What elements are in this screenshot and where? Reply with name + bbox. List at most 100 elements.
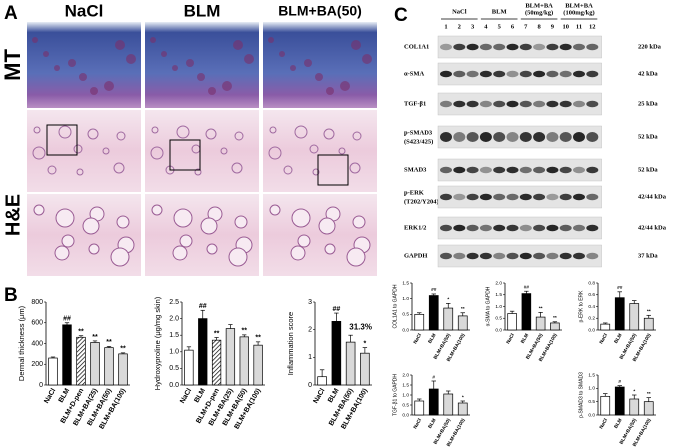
follicle [312, 168, 320, 176]
band [533, 70, 546, 78]
follicle [116, 131, 126, 141]
group-label: BLM+BA [525, 2, 553, 9]
y-tick-label: 2.0 [402, 372, 409, 378]
blot-row-label: (S423/425) [404, 138, 433, 145]
band [533, 100, 546, 108]
bar [629, 303, 640, 331]
blot-size-label: 42 kDa [638, 70, 658, 77]
cell [340, 81, 350, 91]
bar [225, 328, 236, 386]
bar [414, 400, 425, 416]
bar [521, 293, 532, 331]
bar [331, 321, 342, 386]
bar [198, 318, 208, 386]
band [546, 166, 559, 174]
bar [457, 315, 468, 331]
annotation: 31.3% [349, 322, 372, 331]
x-tick-label: BLM [427, 418, 437, 430]
follicle [61, 234, 75, 248]
cell [126, 54, 136, 64]
follicle [283, 165, 293, 175]
x-tick-label: BLM [520, 333, 530, 345]
panel-label: A [4, 3, 18, 24]
blot-size-label: 52 kDa [638, 166, 658, 173]
y-tick-label: 2 [308, 327, 312, 334]
y-tick-label: 800 [31, 299, 43, 306]
significance-mark: # [618, 379, 621, 385]
band [453, 70, 466, 78]
significance-mark: * [447, 297, 449, 303]
bar [643, 401, 654, 416]
zoom-box [317, 154, 349, 186]
band [533, 43, 546, 51]
bar [428, 388, 439, 416]
cell [43, 51, 49, 57]
x-tick-label: BLM [613, 333, 623, 345]
follicle [234, 131, 244, 141]
y-tick-label: 1.5 [402, 382, 409, 388]
cell [304, 59, 312, 67]
he-image [27, 110, 141, 192]
band [533, 193, 546, 201]
column-label: BLM [184, 1, 221, 20]
panel-label: B [4, 285, 18, 306]
band [479, 70, 492, 78]
band [546, 193, 559, 201]
bar [104, 347, 114, 386]
follicle [150, 146, 164, 160]
significance-mark: # [432, 374, 435, 380]
band [519, 252, 532, 260]
y-tick-label: 3 [308, 299, 312, 306]
band [559, 70, 572, 78]
band [440, 166, 452, 174]
follicle [33, 204, 45, 216]
band [493, 43, 506, 51]
lane-label: 11 [576, 23, 582, 30]
y-tick-label: 0.5 [588, 399, 595, 405]
y-tick-label: 0.5 [402, 312, 409, 318]
cell [315, 73, 323, 81]
band [479, 166, 492, 174]
follicle [234, 215, 248, 229]
y-tick-label: 1.5 [495, 292, 502, 298]
follicle [352, 131, 362, 141]
he-image [263, 110, 377, 192]
y-tick-label: 1.0 [495, 304, 502, 310]
follicle [194, 168, 202, 176]
follicle [173, 208, 193, 228]
band [440, 100, 452, 108]
y-tick-label: 2.5 [169, 299, 179, 306]
band [440, 252, 452, 260]
band [586, 193, 599, 201]
band [479, 252, 492, 260]
bar [360, 352, 370, 386]
follicle [200, 217, 218, 235]
panel-label: C [394, 5, 408, 26]
row-label: H&E [2, 194, 24, 236]
significance-mark: * [462, 394, 464, 400]
significance-mark: ** [78, 329, 84, 336]
zoom-box [169, 139, 201, 171]
follicle [73, 144, 83, 154]
band [546, 132, 559, 142]
bar [211, 339, 222, 386]
y-tick-label: 600 [31, 320, 43, 327]
follicle [231, 162, 243, 174]
mt-image [145, 22, 259, 108]
blot-size-label: 37 kDa [638, 252, 658, 259]
follicle [290, 245, 306, 261]
follicle [205, 128, 217, 140]
bar [600, 395, 611, 416]
bar [443, 393, 454, 416]
band [493, 252, 506, 260]
x-tick-label: NaCl [179, 387, 193, 404]
blot-size-label: 220 kDa [638, 43, 662, 50]
bar [76, 336, 86, 386]
follicle [110, 247, 130, 267]
follicle [116, 215, 130, 229]
blot-row-label: (T202/Y204) [404, 198, 439, 205]
x-tick-label: NaCl [598, 418, 609, 430]
bar [457, 402, 468, 416]
band [586, 100, 599, 108]
band [519, 132, 532, 142]
